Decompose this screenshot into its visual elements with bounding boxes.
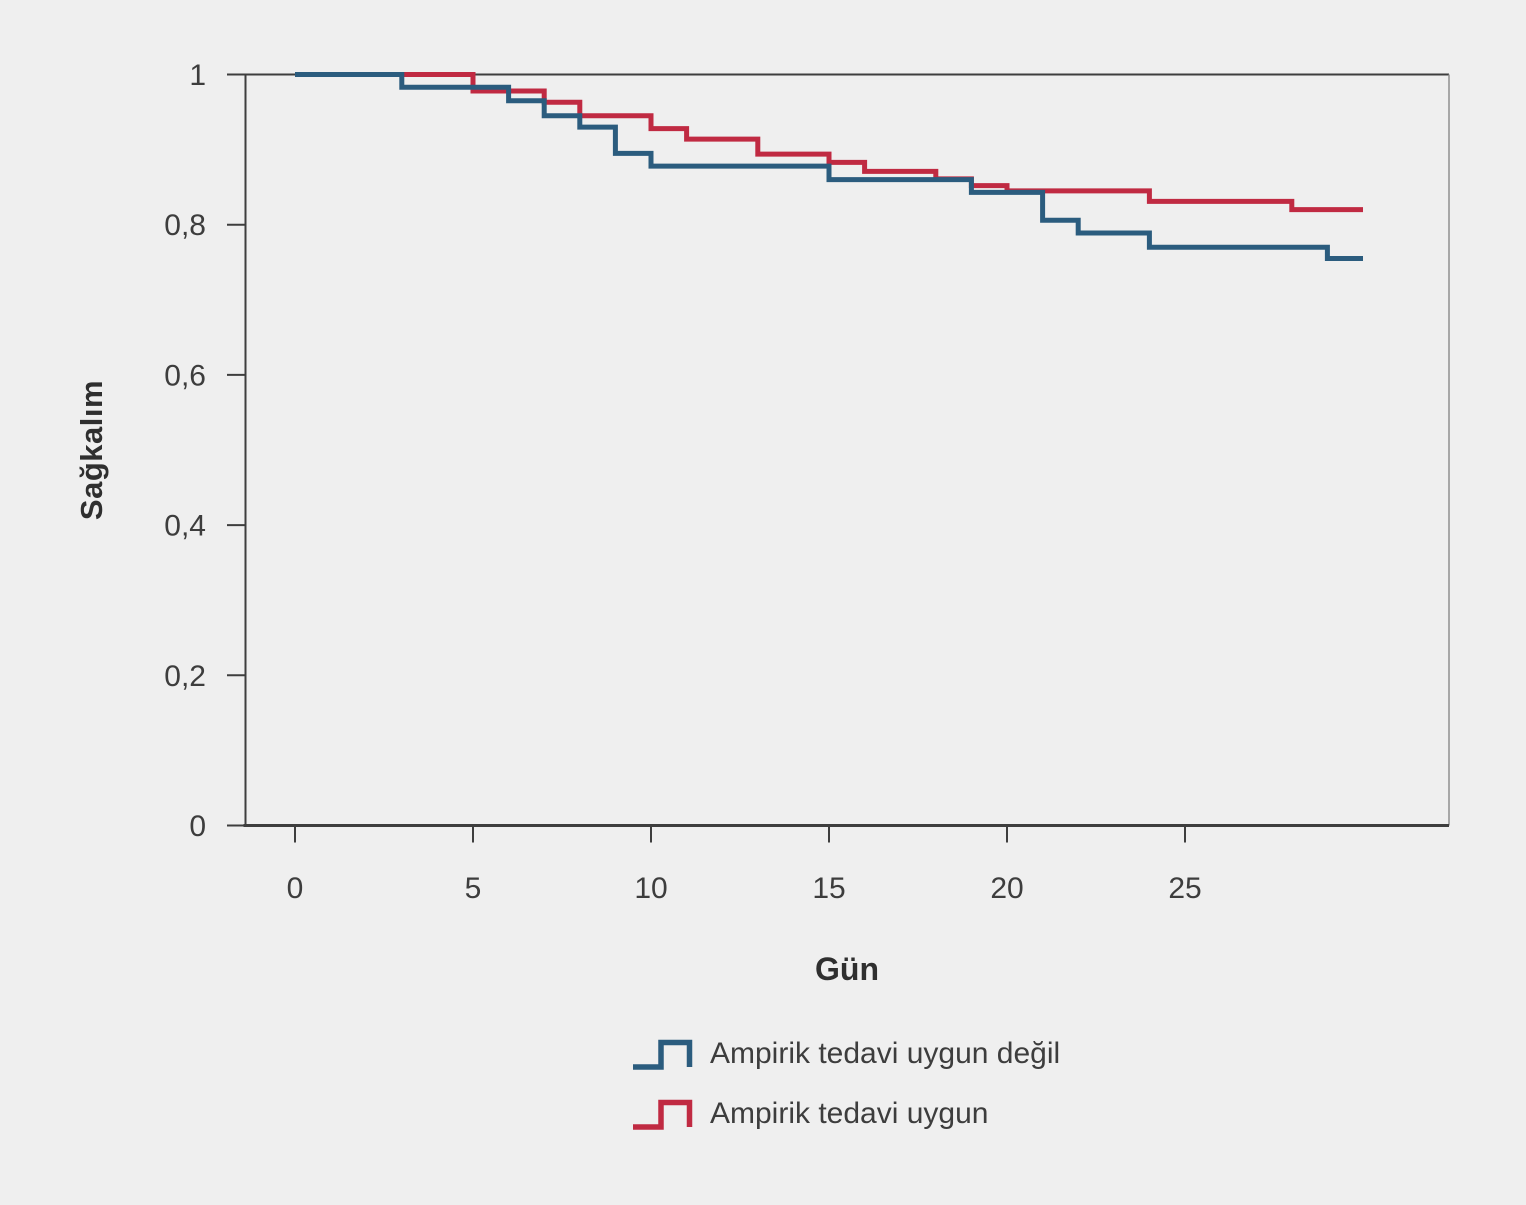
y-tick-label-0: 1 — [189, 59, 206, 92]
y-tick-label-5: 0 — [189, 810, 206, 843]
y-tick-label-1: 0,8 — [164, 209, 206, 242]
x-axis-title: Gün — [815, 951, 879, 987]
step-line-icon — [631, 1098, 693, 1131]
y-axis-title: Sağkalım — [74, 379, 109, 521]
series-curve-1 — [295, 72, 1363, 213]
legend: Ampirik tedavi uygun değil Ampirik tedav… — [631, 1036, 1060, 1132]
y-tick-label-4: 0,2 — [164, 660, 206, 693]
x-tick-label-1: 5 — [465, 872, 482, 905]
series-curve-0 — [295, 72, 1363, 261]
legend-label-empiric: Ampirik tedavi uygun — [710, 1097, 989, 1130]
y-tick-label-2: 0,6 — [164, 359, 206, 392]
legend-item-no-empiric: Ampirik tedavi uygun değil — [631, 1036, 1060, 1072]
y-tick-label-3: 0,4 — [164, 510, 206, 543]
legend-label-no-empiric: Ampirik tedavi uygun değil — [710, 1037, 1061, 1070]
step-line-icon — [631, 1038, 693, 1071]
x-tick-label-2: 10 — [634, 872, 667, 905]
x-tick-label-4: 20 — [990, 872, 1023, 905]
x-tick-label-0: 0 — [287, 872, 304, 905]
x-tick-label-3: 15 — [812, 872, 845, 905]
legend-item-empiric: Ampirik tedavi uygun — [631, 1096, 1060, 1132]
x-tick-label-5: 25 — [1168, 872, 1201, 905]
